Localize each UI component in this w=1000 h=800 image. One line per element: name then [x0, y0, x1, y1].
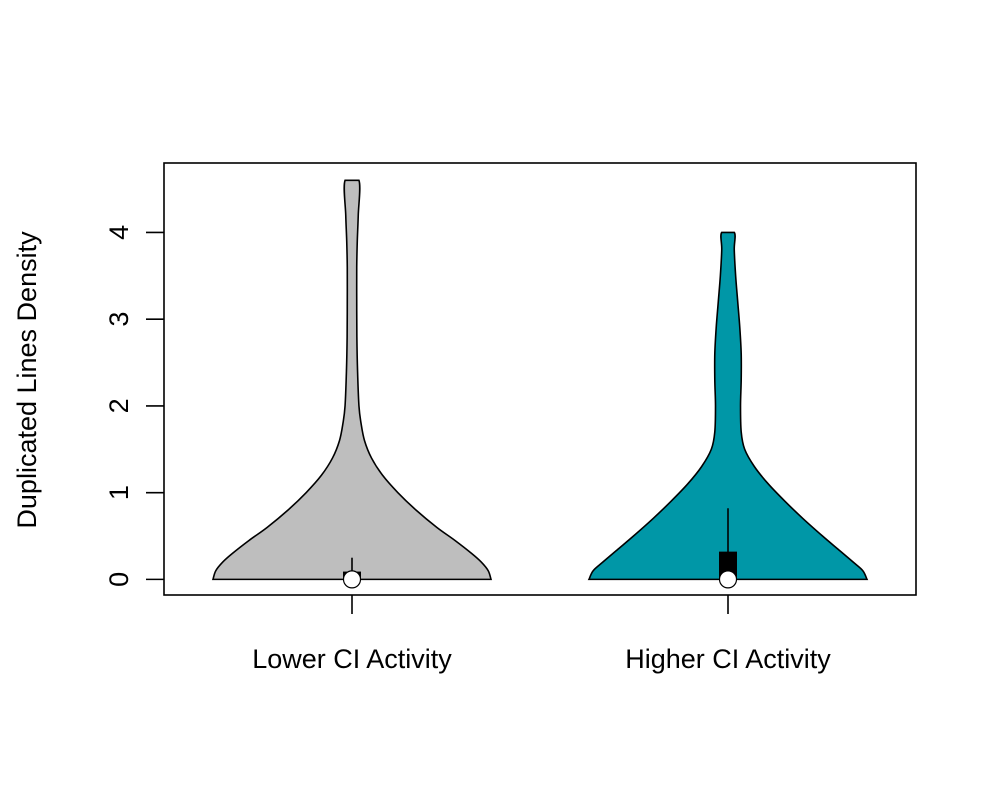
y-axis-label: Duplicated Lines Density	[12, 231, 42, 529]
violin-group	[587, 231, 869, 589]
y-tick-label: 4	[104, 225, 134, 240]
y-axis: 0 1 2 3 4	[104, 225, 164, 587]
y-tick-label: 3	[104, 312, 134, 327]
x-axis: Lower CI Activity Higher CI Activity	[252, 595, 831, 674]
violin-body	[211, 179, 493, 581]
x-tick-label: Higher CI Activity	[625, 644, 831, 674]
violin-group	[211, 179, 493, 589]
y-tick-label: 1	[104, 485, 134, 500]
violin-median-dot	[342, 570, 362, 589]
violin-body	[587, 231, 869, 581]
y-tick-label: 0	[104, 572, 134, 587]
plot-frame	[163, 162, 917, 596]
violins-layer	[211, 179, 869, 589]
violin-median-dot	[718, 570, 738, 589]
y-tick-label: 2	[104, 398, 134, 413]
x-tick-label: Lower CI Activity	[252, 644, 452, 674]
